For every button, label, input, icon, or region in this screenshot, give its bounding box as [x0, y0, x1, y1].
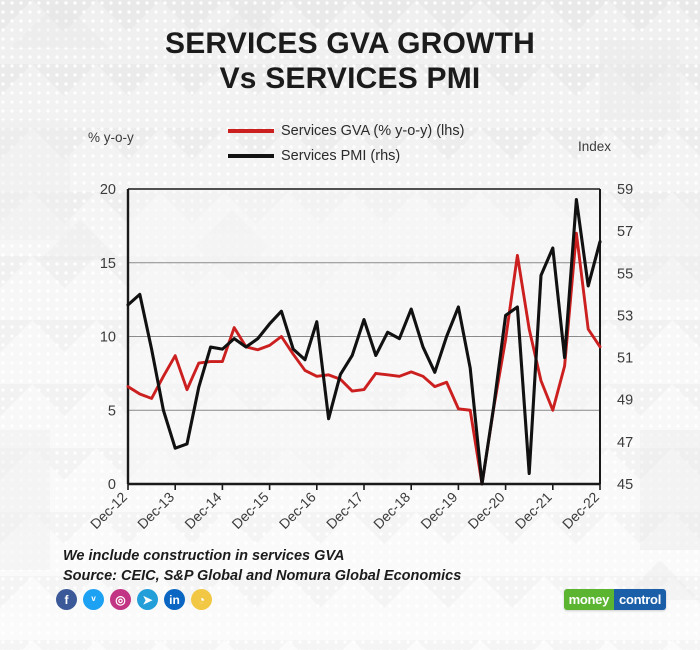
x-axis-tick-labels: Dec-12 Dec-13 Dec-14 Dec-15 Dec-16 Dec-17 Dec-…	[87, 484, 602, 532]
moneycontrol-logo[interactable]: money control	[563, 589, 666, 610]
data-series-lines	[126, 197, 602, 486]
right-axis-tick-labels: 45 47 49 51 53 55 57 59	[617, 182, 633, 493]
facebook-icon[interactable]: f	[56, 589, 77, 610]
footnotes: We include construction in services GVA …	[63, 546, 461, 586]
svg-text:10: 10	[100, 330, 116, 346]
right-axis-unit-label: Index	[578, 139, 612, 154]
svg-text:51: 51	[617, 351, 633, 367]
svg-text:Dec-21: Dec-21	[512, 489, 555, 532]
svg-text:15: 15	[100, 256, 116, 272]
svg-text:Dec-17: Dec-17	[323, 489, 366, 532]
svg-text:Dec-18: Dec-18	[370, 489, 413, 532]
svg-text:0: 0	[108, 477, 116, 493]
chart-legend: Services GVA (% y-o-y) (lhs) Services PM…	[228, 118, 558, 168]
instagram-icon[interactable]: ◎	[110, 589, 131, 610]
legend-item-gva[interactable]: Services GVA (% y-o-y) (lhs)	[228, 118, 558, 143]
social-icons: f ᵛ ◎ ➤ in ◔	[56, 589, 212, 610]
page-title: SERVICES GVA GROWTH Vs SERVICES PMI	[0, 26, 700, 96]
logo-part-control: control	[614, 589, 666, 610]
svg-text:49: 49	[617, 393, 633, 409]
left-axis-unit-label: % y-o-y	[88, 130, 134, 145]
svg-text:Dec-16: Dec-16	[276, 489, 319, 532]
linkedin-icon[interactable]: in	[164, 589, 185, 610]
koo-icon[interactable]: ◔	[191, 589, 212, 610]
svg-text:20: 20	[100, 182, 116, 198]
svg-text:Dec-14: Dec-14	[181, 489, 224, 532]
plot-frame	[126, 188, 601, 486]
gridlines	[128, 262, 600, 411]
footnote-source: Source: CEIC, S&P Global and Nomura Glob…	[63, 568, 462, 584]
svg-text:5: 5	[108, 403, 116, 419]
legend-swatch-pmi	[228, 153, 274, 158]
telegram-icon[interactable]: ➤	[137, 589, 158, 610]
legend-item-pmi[interactable]: Services PMI (rhs)	[228, 143, 558, 168]
svg-text:Dec-22: Dec-22	[559, 489, 602, 532]
svg-text:59: 59	[617, 182, 633, 198]
svg-text:Dec-15: Dec-15	[228, 489, 271, 532]
logo-part-money: money	[563, 589, 615, 610]
svg-text:47: 47	[617, 435, 633, 451]
title-line-2: Vs SERVICES PMI	[219, 62, 481, 96]
legend-swatch-gva	[228, 128, 274, 133]
svg-text:Dec-13: Dec-13	[134, 489, 177, 532]
svg-text:57: 57	[617, 224, 633, 240]
left-axis-tick-labels: 0 5 10 15 20	[100, 182, 116, 493]
svg-text:45: 45	[617, 477, 633, 493]
series-line-pmi	[126, 197, 602, 486]
legend-label-pmi: Services PMI (rhs)	[281, 147, 401, 164]
svg-text:Dec-12: Dec-12	[87, 489, 130, 532]
svg-text:55: 55	[617, 266, 633, 282]
svg-text:Dec-20: Dec-20	[464, 489, 507, 532]
twitter-icon[interactable]: ᵛ	[83, 589, 104, 610]
svg-text:Dec-19: Dec-19	[417, 489, 460, 532]
title-line-1: SERVICES GVA GROWTH	[165, 27, 535, 60]
svg-text:53: 53	[617, 308, 633, 324]
footnote-note: We include construction in services GVA	[63, 548, 345, 564]
legend-label-gva: Services GVA (% y-o-y) (lhs)	[281, 122, 465, 139]
